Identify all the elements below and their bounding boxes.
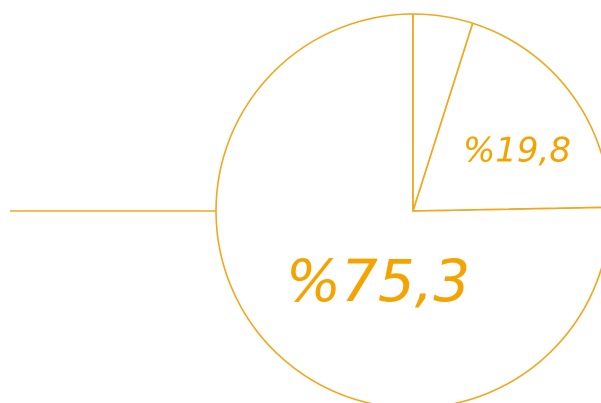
pie-slice <box>215 13 601 403</box>
data-label: %75,3 <box>286 247 470 315</box>
data-label: %19,8 <box>463 131 571 171</box>
pie-slice <box>412 22 601 212</box>
